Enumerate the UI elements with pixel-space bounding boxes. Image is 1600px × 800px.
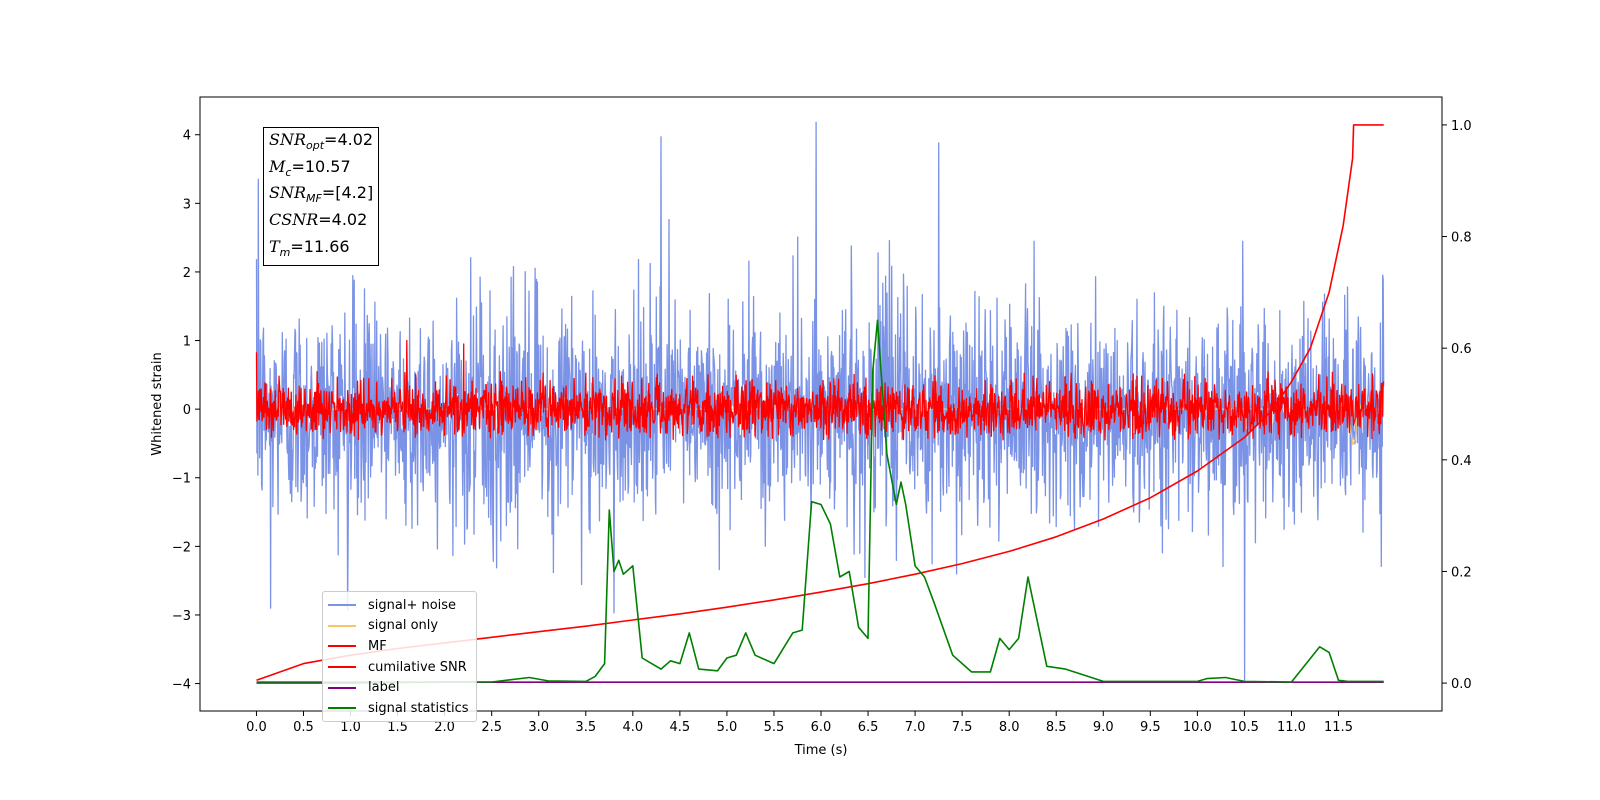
x-tick-label: 11.0 bbox=[1277, 720, 1306, 735]
x-tick-label: 10.0 bbox=[1183, 720, 1212, 735]
x-tick-label: 5.0 bbox=[717, 720, 738, 735]
y2-tick-label: 0.4 bbox=[1451, 454, 1472, 469]
x-axis-ticks: 0.0 0.5 1.0 1.5 2.0 2.5 3.0 3.5 4.0 4.5 5.0 5.5 6.0 6… bbox=[246, 711, 1353, 735]
series-mf bbox=[255, 339, 1385, 441]
y2-tick-label: 0.6 bbox=[1451, 342, 1472, 357]
y2-tick-label: 0.8 bbox=[1451, 231, 1472, 246]
y2-tick-label: 0.0 bbox=[1451, 677, 1472, 692]
x-tick-label: 2.5 bbox=[481, 720, 502, 735]
x-tick-label: 1.5 bbox=[387, 720, 408, 735]
y2-tick-label: 1.0 bbox=[1451, 119, 1472, 134]
legend-swatch bbox=[328, 624, 356, 627]
y-tick-label: −1 bbox=[172, 472, 191, 487]
x-tick-label: 3.5 bbox=[575, 720, 596, 735]
y-tick-label: 1 bbox=[183, 335, 191, 350]
info-mc: Mc=10.57 bbox=[269, 156, 351, 179]
x-tick-label: 1.0 bbox=[340, 720, 361, 735]
y-tick-label: 3 bbox=[183, 197, 191, 212]
x-tick-label: 4.5 bbox=[670, 720, 691, 735]
legend-swatch bbox=[328, 707, 356, 710]
legend-label: signal+ noise bbox=[368, 597, 457, 613]
y-tick-label: −4 bbox=[172, 678, 191, 693]
legend-label: signal only bbox=[368, 618, 439, 634]
x-tick-label: 9.0 bbox=[1093, 720, 1114, 735]
legend-label: signal statistics bbox=[368, 700, 469, 716]
x-tick-label: 4.0 bbox=[622, 720, 643, 735]
y-tick-label: −3 bbox=[172, 609, 191, 624]
y2-axis-ticks: 1.0 0.8 0.6 0.4 0.2 0.0 bbox=[1442, 119, 1472, 692]
legend: signal+ noise signal only MF cumilative … bbox=[322, 591, 477, 722]
info-snr-opt: SNRopt=4.02 bbox=[269, 130, 374, 153]
x-tick-label: 6.5 bbox=[858, 720, 879, 735]
legend-item-signal-statistics: signal statistics bbox=[323, 698, 476, 719]
x-tick-label: 6.0 bbox=[811, 720, 832, 735]
x-tick-label: 3.0 bbox=[528, 720, 549, 735]
x-tick-label: 0.0 bbox=[246, 720, 267, 735]
x-tick-label: 5.5 bbox=[764, 720, 785, 735]
legend-label: cumilative SNR bbox=[368, 659, 467, 675]
legend-item-signal-only: signal only bbox=[323, 616, 476, 637]
legend-item-label: label bbox=[323, 677, 476, 698]
x-tick-label: 9.5 bbox=[1140, 720, 1161, 735]
y-tick-label: 2 bbox=[183, 266, 191, 281]
plot-frame bbox=[199, 96, 1443, 712]
x-tick-label: 10.5 bbox=[1230, 720, 1259, 735]
legend-swatch bbox=[328, 686, 356, 689]
x-tick-label: 11.5 bbox=[1324, 720, 1353, 735]
legend-item-cumulative-snr: cumilative SNR bbox=[323, 657, 476, 678]
x-tick-label: 8.0 bbox=[999, 720, 1020, 735]
y2-tick-label: 0.2 bbox=[1451, 565, 1472, 580]
legend-swatch bbox=[328, 604, 356, 607]
y-axis-label: Whitened strain bbox=[150, 352, 165, 455]
legend-item-signal-noise: signal+ noise bbox=[323, 595, 476, 616]
x-tick-label: 0.5 bbox=[293, 720, 314, 735]
y-axis-ticks: 4 3 2 1 0 −1 −2 −3 −4 bbox=[172, 129, 200, 693]
x-tick-label: 7.0 bbox=[905, 720, 926, 735]
info-snr-mf: SNRMF=[4.2] bbox=[269, 183, 374, 206]
series-signal-statistics bbox=[256, 319, 1384, 684]
legend-swatch bbox=[328, 666, 356, 669]
y-tick-label: 0 bbox=[183, 403, 191, 418]
x-tick-label: 7.5 bbox=[952, 720, 973, 735]
legend-swatch bbox=[328, 645, 356, 648]
legend-label: label bbox=[368, 680, 400, 696]
y-tick-label: 4 bbox=[183, 129, 191, 144]
legend-label: MF bbox=[368, 638, 387, 654]
x-tick-label: 8.5 bbox=[1046, 720, 1067, 735]
info-tm: Tm=11.66 bbox=[269, 236, 350, 259]
x-axis-label: Time (s) bbox=[794, 743, 848, 758]
series-cumulative-snr bbox=[256, 124, 1384, 682]
x-tick-label: 2.0 bbox=[434, 720, 455, 735]
y-tick-label: −2 bbox=[172, 540, 191, 555]
info-csnr: CSNR=4.02 bbox=[269, 210, 368, 230]
info-annotation: SNRopt=4.02 Mc=10.57 SNRMF=[4.2] CSNR=4.… bbox=[263, 127, 380, 267]
series-layer bbox=[255, 121, 1385, 684]
legend-item-mf: MF bbox=[323, 636, 476, 657]
